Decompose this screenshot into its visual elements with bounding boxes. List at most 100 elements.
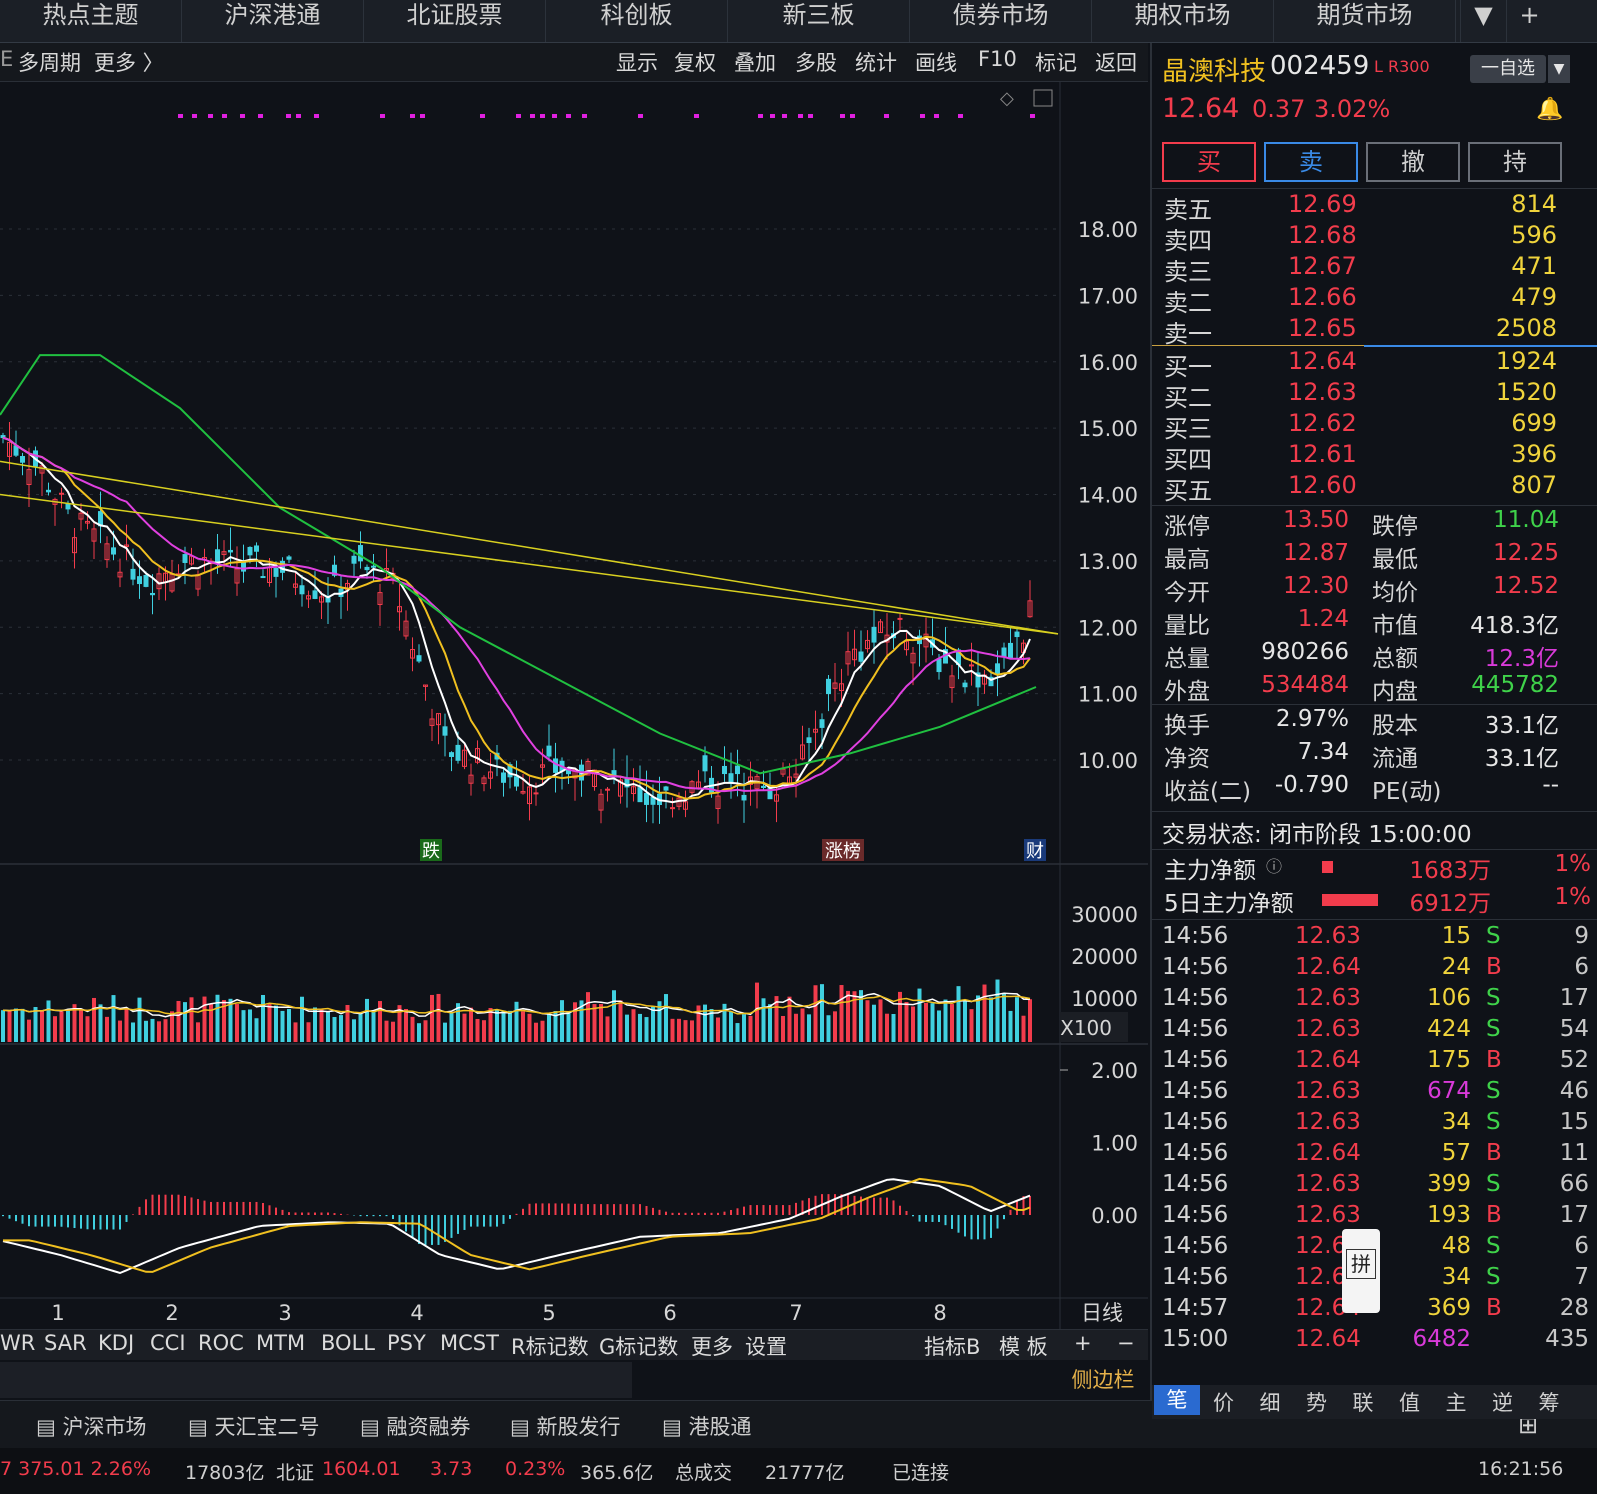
- bid-row[interactable]: 买五 12.60 807: [1152, 471, 1597, 505]
- market-tab-4[interactable]: 新三板: [728, 0, 910, 42]
- diamond-icon[interactable]: ◇: [1000, 88, 1014, 109]
- ask-row[interactable]: 卖五 12.69 814: [1152, 190, 1597, 224]
- detail-tab-8[interactable]: 筹: [1538, 1391, 1560, 1415]
- indicator-tab-WR[interactable]: WR: [0, 1331, 36, 1355]
- detail-tab-2[interactable]: 细: [1259, 1391, 1281, 1415]
- bid-row[interactable]: 买三 12.62 699: [1152, 409, 1597, 443]
- market-tab-6[interactable]: 期权市场: [1092, 0, 1274, 42]
- bid-row[interactable]: 买一 12.64 1924: [1152, 347, 1597, 381]
- rise-list-marker[interactable]: [822, 839, 864, 861]
- cancel-order-button[interactable]: 撤: [1366, 142, 1460, 182]
- detail-tab-7[interactable]: 逆: [1492, 1391, 1513, 1415]
- ask-row[interactable]: 卖一 12.65 2508: [1152, 314, 1597, 348]
- detail-tab-0[interactable]: 笔: [1154, 1385, 1200, 1415]
- more-button[interactable]: 更多 〉: [94, 51, 164, 75]
- holdings-button[interactable]: 持: [1468, 142, 1562, 182]
- buy-button[interactable]: 买: [1162, 142, 1256, 182]
- zoom-out-button[interactable]: −: [1117, 1331, 1135, 1355]
- watchlist-dropdown-icon[interactable]: ▼: [1548, 55, 1570, 83]
- indicator-tab-PSY[interactable]: PSY: [387, 1331, 426, 1355]
- ask-row[interactable]: 卖四 12.68 596: [1152, 221, 1597, 255]
- market-tab-1[interactable]: 沪深港通: [182, 0, 364, 42]
- indicator-tab-ROC[interactable]: ROC: [198, 1331, 244, 1355]
- template-button[interactable]: 模 板: [999, 1335, 1048, 1359]
- back-button[interactable]: 返回: [1095, 51, 1137, 75]
- multi-stock-button[interactable]: 多股: [795, 51, 837, 75]
- detail-tab-6[interactable]: 主: [1445, 1391, 1467, 1415]
- candle-body: [72, 537, 77, 554]
- ticker-item-0: 7 375.01 2.26%: [0, 1458, 152, 1480]
- volume-bar: [319, 1008, 324, 1042]
- indicator-tab-R标记数[interactable]: R标记数: [511, 1335, 589, 1359]
- candle-body: [618, 779, 623, 797]
- market-tab-0[interactable]: 热点主题: [0, 0, 182, 42]
- indicator-tab-MCST[interactable]: MCST: [440, 1331, 499, 1355]
- volume-bar: [378, 1001, 382, 1042]
- volume-bar: [677, 1018, 681, 1042]
- indicator-tab-KDJ[interactable]: KDJ: [98, 1331, 135, 1355]
- tick-side: S: [1486, 1171, 1501, 1197]
- panel-toggle-icon[interactable]: [1033, 89, 1053, 107]
- market-tab-7[interactable]: 期货市场: [1274, 0, 1456, 42]
- indicator-tab-MTM[interactable]: MTM: [256, 1331, 306, 1355]
- draw-button[interactable]: 画线: [915, 51, 957, 75]
- market-tab-3[interactable]: 科创板: [546, 0, 728, 42]
- price-axis-label: 16.00: [1078, 351, 1138, 375]
- status-item-0[interactable]: ▤ 沪深市场: [36, 1415, 147, 1439]
- x-axis-label: 1: [51, 1301, 64, 1325]
- indicator-tab-SAR[interactable]: SAR: [44, 1331, 87, 1355]
- stats-button[interactable]: 统计: [855, 51, 897, 75]
- multi-period-button[interactable]: 多周期: [18, 51, 81, 75]
- detail-tab-3[interactable]: 势: [1306, 1391, 1327, 1415]
- zoom-in-button[interactable]: +: [1074, 1331, 1092, 1355]
- mark-button[interactable]: 标记: [1035, 51, 1077, 75]
- overlay-button[interactable]: 叠加: [734, 51, 776, 75]
- display-button[interactable]: 显示: [616, 51, 658, 75]
- indicator-b-button[interactable]: 指标B: [924, 1335, 981, 1359]
- f10-button[interactable]: F10: [978, 47, 1017, 71]
- bell-icon[interactable]: 🔔: [1536, 97, 1564, 122]
- stat-label: 换手: [1164, 713, 1210, 739]
- market-tab-5[interactable]: 债券市场: [910, 0, 1092, 42]
- ask-row[interactable]: 卖三 12.67 471: [1152, 252, 1597, 286]
- bid-row[interactable]: 买二 12.63 1520: [1152, 378, 1597, 412]
- sidebar-button[interactable]: 侧边栏: [1071, 1368, 1135, 1392]
- indicator-tab-BOLL[interactable]: BOLL: [321, 1331, 375, 1355]
- info-icon[interactable]: ⓘ: [1266, 857, 1283, 876]
- detail-tab-1[interactable]: 价: [1213, 1391, 1234, 1415]
- status-item-2[interactable]: ▤ 融资融券: [360, 1415, 471, 1439]
- ask-row[interactable]: 卖二 12.66 479: [1152, 283, 1597, 317]
- bid-row[interactable]: 买四 12.61 396: [1152, 440, 1597, 474]
- finance-marker[interactable]: [1024, 839, 1046, 861]
- sell-button[interactable]: 卖: [1264, 142, 1358, 182]
- popup-widget[interactable]: 拼: [1342, 1229, 1380, 1313]
- indicator-tab-设置[interactable]: 设置: [745, 1335, 787, 1359]
- volume-bar: [202, 996, 207, 1042]
- volume-bar: [755, 982, 759, 1042]
- indicator-tab-G标记数[interactable]: G标记数: [599, 1335, 679, 1359]
- volume-bar: [813, 985, 818, 1042]
- chevron-down-icon[interactable]: ▼: [1460, 0, 1506, 42]
- candle-body: [722, 765, 727, 775]
- drop-marker[interactable]: [420, 839, 442, 861]
- indicator-tab-CCI[interactable]: CCI: [150, 1331, 186, 1355]
- status-item-4[interactable]: ▤ 港股通: [662, 1415, 752, 1439]
- market-tab-2[interactable]: 北证股票: [364, 0, 546, 42]
- detail-tab-4[interactable]: 联: [1352, 1391, 1374, 1415]
- status-item-3[interactable]: ▤ 新股发行: [510, 1415, 621, 1439]
- detail-tab-5[interactable]: 值: [1399, 1391, 1420, 1415]
- tick-side: S: [1486, 1233, 1501, 1259]
- ticker-item-6: 365.6亿: [580, 1462, 654, 1484]
- add-watchlist-button[interactable]: 一自选: [1470, 55, 1546, 83]
- adjust-button[interactable]: 复权: [674, 51, 716, 75]
- price-axis-label: 17.00: [1078, 284, 1138, 308]
- signal-marker: [410, 114, 415, 118]
- status-item-1[interactable]: ▤ 天汇宝二号: [188, 1415, 320, 1439]
- scroll-track[interactable]: [0, 1362, 632, 1398]
- indicator-tab-更多[interactable]: 更多: [691, 1335, 733, 1359]
- candle-body: [423, 684, 428, 687]
- kline-chart-area[interactable]: 18.00 17.00 16.00 15.00 14.00 13.00 12.00 11.00…: [0, 82, 1148, 1330]
- kline-chart-svg[interactable]: 18.0017.0016.0015.0014.0013.0012.0011.00…: [0, 82, 1148, 1330]
- candle-body: [969, 664, 974, 667]
- plus-icon[interactable]: +: [1506, 0, 1552, 42]
